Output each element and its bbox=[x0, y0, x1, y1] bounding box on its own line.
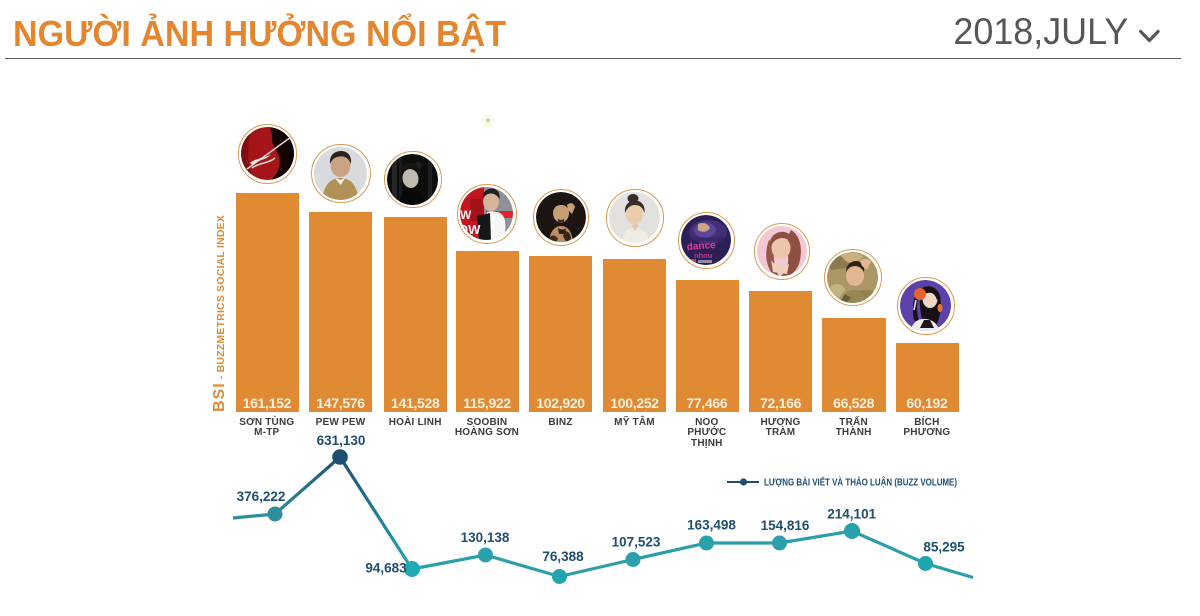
svg-text:LƯỢNG BÀI VIẾT VÀ THẢO LUẬN (B: LƯỢNG BÀI VIẾT VÀ THẢO LUẬN (BUZZ VOLUME… bbox=[764, 476, 957, 489]
svg-text:nhou: nhou bbox=[694, 251, 713, 260]
svg-text:dance: dance bbox=[687, 240, 717, 253]
svg-text:163,498: 163,498 bbox=[687, 518, 736, 533]
svg-text:107,523: 107,523 bbox=[612, 534, 661, 549]
svg-text:76,388: 76,388 bbox=[542, 549, 584, 564]
svg-text:130,138: 130,138 bbox=[461, 530, 510, 545]
svg-text:85,295: 85,295 bbox=[923, 540, 965, 555]
svg-text:94,683: 94,683 bbox=[365, 561, 407, 576]
svg-text:W: W bbox=[460, 208, 472, 222]
svg-text:154,816: 154,816 bbox=[761, 518, 810, 533]
svg-text:214,101: 214,101 bbox=[827, 507, 876, 522]
svg-text:376,222: 376,222 bbox=[237, 489, 286, 504]
